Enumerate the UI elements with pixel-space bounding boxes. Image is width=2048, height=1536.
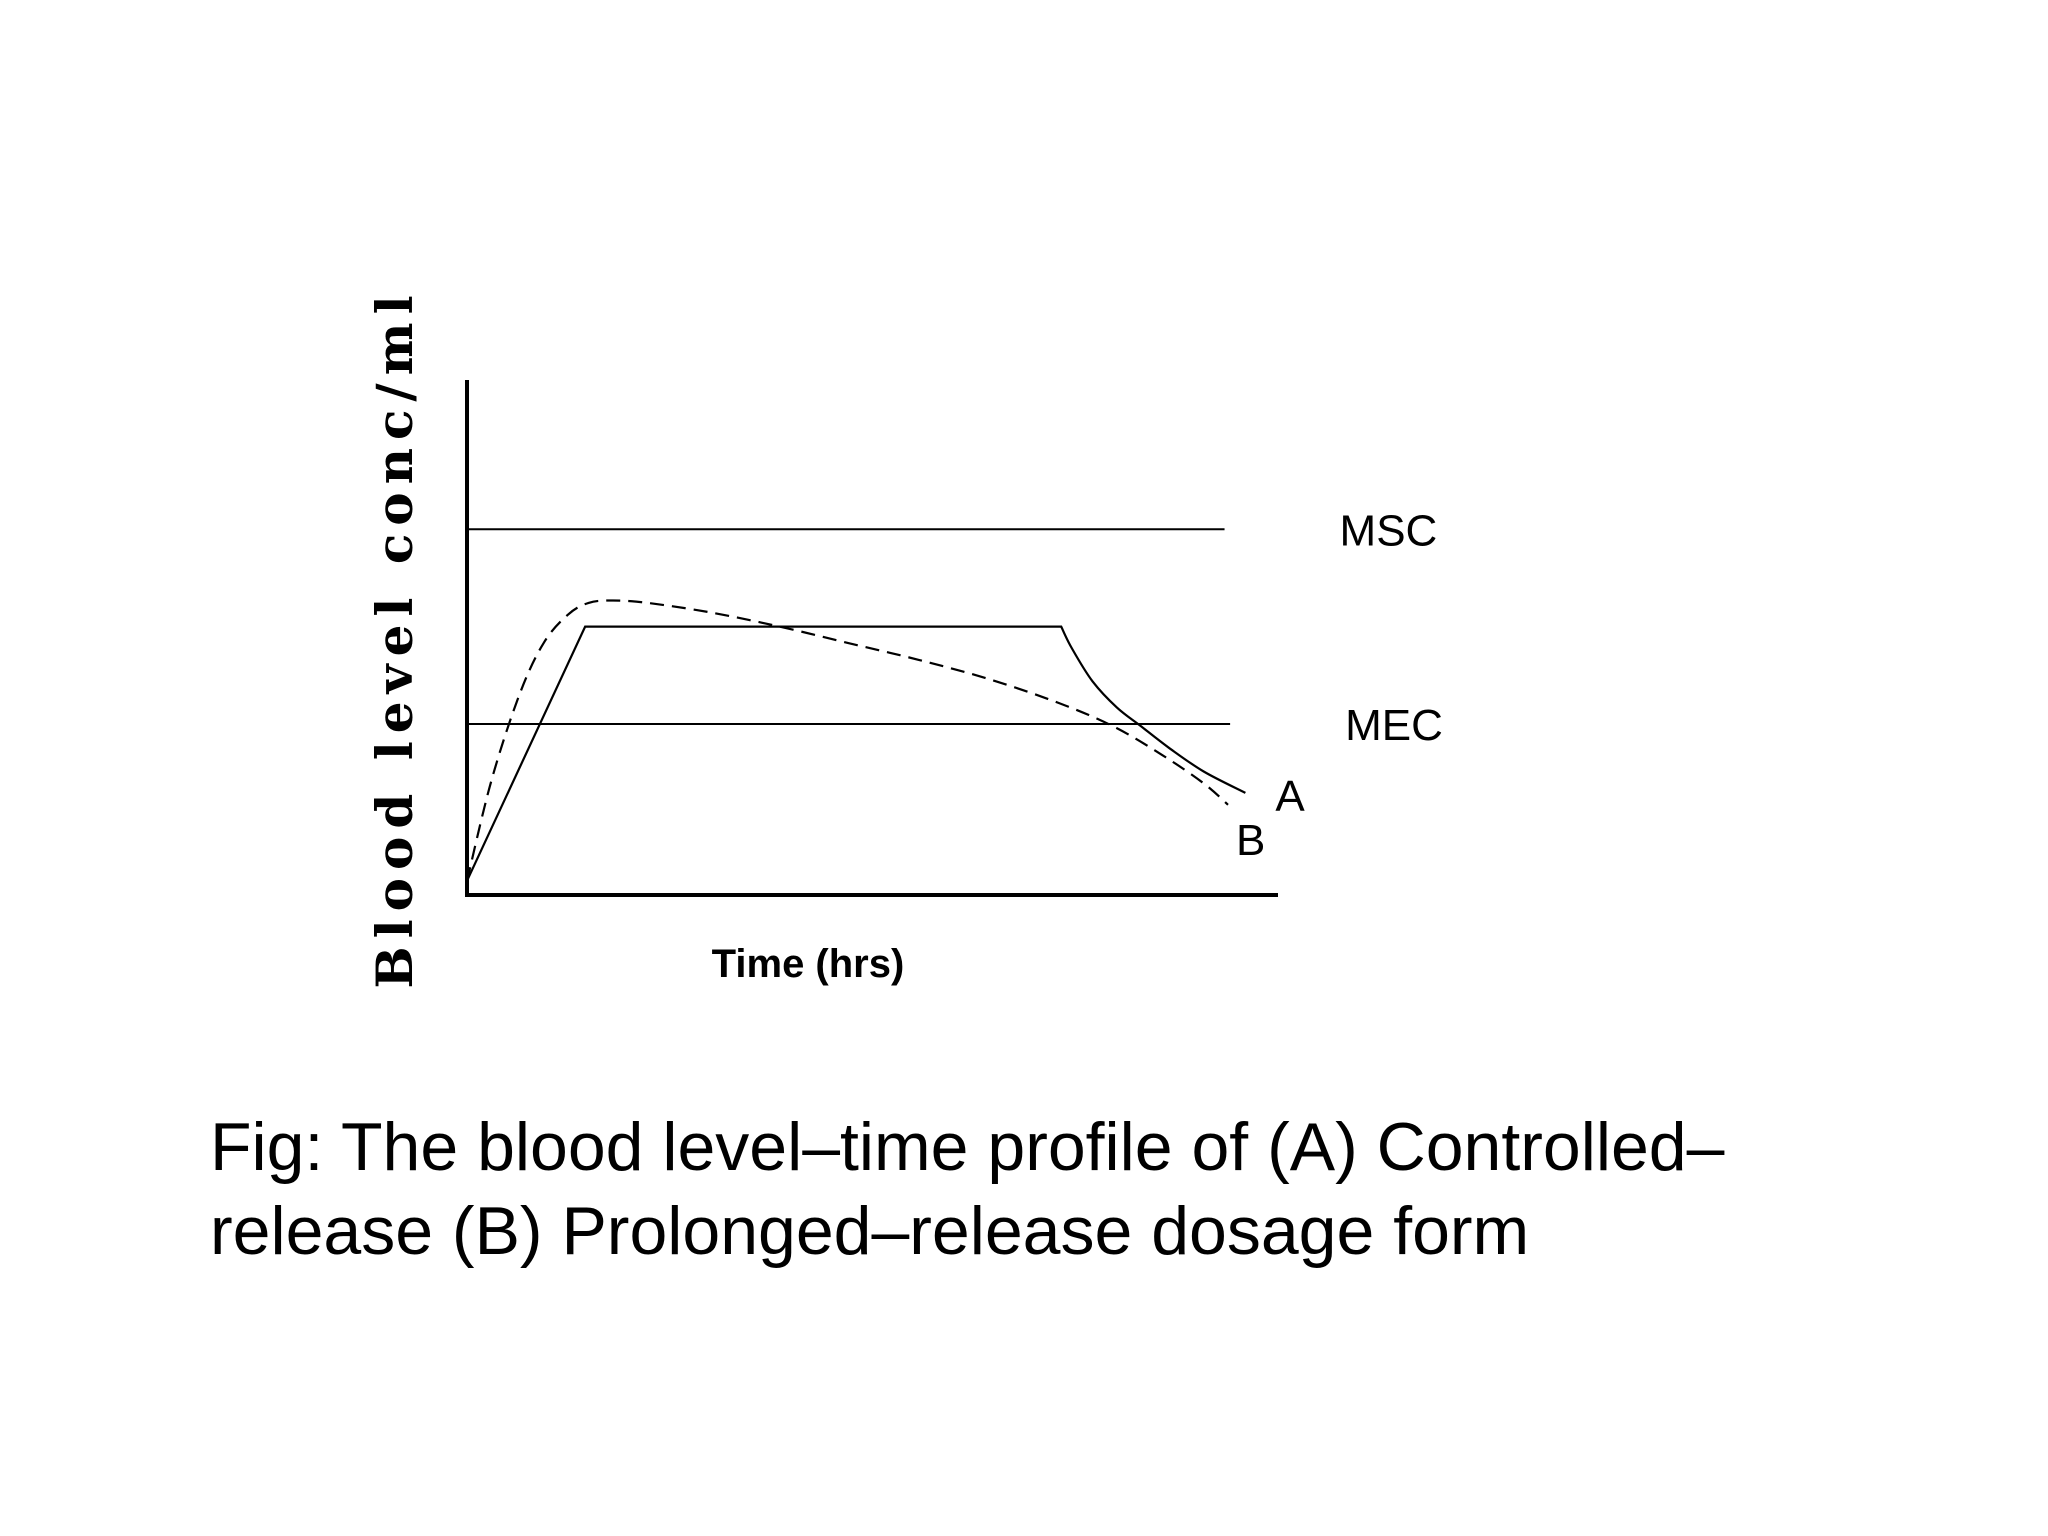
y-axis-title: Blood level conc/ml	[365, 287, 424, 988]
series-b-label: B	[1236, 816, 1265, 865]
series-b-line	[465, 599, 1229, 882]
x-axis-title: Time (hrs)	[712, 942, 905, 986]
series-layer: AB	[465, 599, 1305, 882]
series-a-line	[466, 625, 1246, 882]
mec-label: MEC	[1345, 701, 1443, 750]
caption-line-2: release (B) Prolonged–release dosage for…	[210, 1193, 1530, 1269]
labels-layer: Blood level conc/ml Time (hrs)	[365, 287, 904, 988]
chart-axes	[465, 380, 1278, 897]
reference-lines: MSC MEC	[467, 506, 1443, 750]
caption-line-1: Fig: The blood level–time profile of (A)…	[210, 1109, 1725, 1185]
msc-label: MSC	[1340, 506, 1438, 555]
series-a-label: A	[1275, 772, 1305, 821]
figure-caption: Fig: The blood level–time profile of (A)…	[210, 1105, 1910, 1273]
